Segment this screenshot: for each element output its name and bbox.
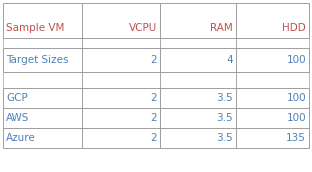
- Text: 100: 100: [286, 93, 306, 103]
- Bar: [236, 88, 309, 108]
- Bar: [82, 72, 160, 88]
- Text: 2: 2: [150, 133, 157, 143]
- Bar: [236, 3, 309, 38]
- Text: 3.5: 3.5: [217, 113, 233, 123]
- Text: 3.5: 3.5: [217, 93, 233, 103]
- Bar: [82, 48, 160, 72]
- Bar: [3, 38, 82, 48]
- Bar: [82, 3, 160, 38]
- Text: AWS: AWS: [6, 113, 29, 123]
- Text: 2: 2: [150, 93, 157, 103]
- Bar: [82, 108, 160, 128]
- Text: 4: 4: [227, 55, 233, 65]
- Bar: [82, 128, 160, 148]
- Text: RAM: RAM: [210, 23, 233, 33]
- Text: GCP: GCP: [6, 93, 28, 103]
- Bar: [3, 72, 82, 88]
- Bar: [3, 128, 82, 148]
- Bar: [160, 48, 236, 72]
- Bar: [3, 88, 82, 108]
- Text: Sample VM: Sample VM: [6, 23, 64, 33]
- Bar: [160, 88, 236, 108]
- Bar: [160, 72, 236, 88]
- Bar: [236, 108, 309, 128]
- Bar: [82, 88, 160, 108]
- Bar: [82, 38, 160, 48]
- Bar: [160, 128, 236, 148]
- Bar: [236, 48, 309, 72]
- Bar: [160, 108, 236, 128]
- Text: VCPU: VCPU: [129, 23, 157, 33]
- Bar: [236, 72, 309, 88]
- Text: Azure: Azure: [6, 133, 36, 143]
- Bar: [236, 128, 309, 148]
- Bar: [3, 108, 82, 128]
- Text: 100: 100: [286, 113, 306, 123]
- Bar: [3, 48, 82, 72]
- Text: 2: 2: [150, 113, 157, 123]
- Text: Target Sizes: Target Sizes: [6, 55, 69, 65]
- Text: 100: 100: [286, 55, 306, 65]
- Text: 2: 2: [150, 55, 157, 65]
- Bar: [160, 3, 236, 38]
- Text: 135: 135: [286, 133, 306, 143]
- Bar: [160, 38, 236, 48]
- Bar: [236, 38, 309, 48]
- Text: 3.5: 3.5: [217, 133, 233, 143]
- Text: HDD: HDD: [282, 23, 306, 33]
- Bar: [3, 3, 82, 38]
